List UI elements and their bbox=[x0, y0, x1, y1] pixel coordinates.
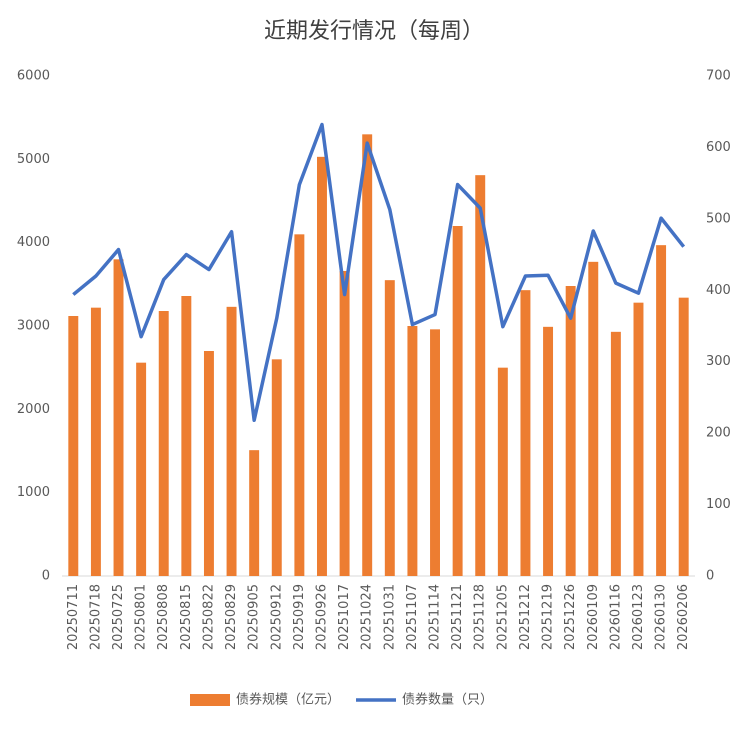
x-tick-label: 20250808 bbox=[156, 584, 171, 650]
y2-tick-label: 700 bbox=[706, 69, 731, 84]
bar bbox=[565, 286, 576, 576]
x-tick-label: 20250801 bbox=[134, 584, 149, 650]
x-tick-label: 20251219 bbox=[541, 584, 556, 650]
bar bbox=[452, 226, 463, 576]
x-tick-label: 20251212 bbox=[518, 584, 533, 650]
x-tick-label: 20260116 bbox=[608, 584, 623, 650]
x-tick-label: 20250912 bbox=[269, 584, 284, 650]
bar bbox=[407, 326, 418, 576]
y-tick-label: 5000 bbox=[17, 152, 50, 167]
bar bbox=[475, 175, 486, 576]
y-tick-label: 2000 bbox=[17, 402, 50, 417]
x-tick-label: 20260206 bbox=[676, 584, 691, 650]
bar bbox=[633, 302, 644, 576]
bar bbox=[181, 296, 192, 576]
x-tick-label: 20251024 bbox=[360, 584, 375, 650]
x-tick-label: 20251128 bbox=[473, 584, 488, 650]
y2-tick-label: 300 bbox=[706, 354, 731, 369]
x-tick-label: 20251226 bbox=[563, 584, 578, 650]
y2-tick-label: 600 bbox=[706, 140, 731, 155]
y-tick-label: 1000 bbox=[17, 485, 50, 500]
x-tick-label: 20250711 bbox=[66, 584, 81, 650]
bar bbox=[249, 450, 260, 576]
legend-label: 债券数量（只） bbox=[402, 692, 493, 708]
x-tick-label: 20250919 bbox=[292, 584, 307, 650]
y2-tick-label: 500 bbox=[706, 211, 731, 226]
bar bbox=[271, 359, 282, 576]
bar bbox=[136, 362, 147, 576]
y2-tick-label: 200 bbox=[706, 426, 731, 441]
x-tick-label: 20250926 bbox=[314, 584, 329, 650]
bar bbox=[588, 261, 599, 576]
bar bbox=[226, 306, 237, 576]
x-tick-label: 20251114 bbox=[428, 584, 443, 650]
x-tick-label: 20250829 bbox=[224, 584, 239, 650]
bar bbox=[317, 156, 327, 577]
bar bbox=[158, 311, 169, 576]
y2-tick-label: 400 bbox=[706, 283, 731, 298]
bar bbox=[656, 245, 667, 576]
legend-swatch bbox=[190, 694, 230, 706]
x-tick-label: 20260109 bbox=[586, 584, 601, 650]
bar bbox=[610, 331, 621, 576]
bar bbox=[497, 367, 508, 576]
bar bbox=[543, 326, 554, 576]
bar bbox=[294, 234, 305, 577]
y-tick-label: 3000 bbox=[17, 319, 50, 334]
x-tick-label: 20251107 bbox=[405, 584, 420, 650]
x-tick-label: 20250822 bbox=[201, 584, 216, 650]
x-tick-label: 20260123 bbox=[631, 584, 646, 650]
chart-title: 近期发行情况（每周） bbox=[264, 19, 484, 44]
bar bbox=[520, 290, 531, 576]
x-tick-label: 20260130 bbox=[654, 584, 669, 650]
bar bbox=[678, 297, 689, 576]
y-tick-label: 0 bbox=[42, 569, 50, 584]
bar bbox=[90, 307, 101, 576]
x-tick-label: 20251205 bbox=[495, 584, 510, 650]
y2-tick-label: 0 bbox=[706, 569, 714, 584]
x-tick-label: 20251031 bbox=[382, 584, 397, 650]
legend-label: 债券规模（亿元） bbox=[236, 692, 340, 708]
x-tick-label: 20250718 bbox=[88, 584, 103, 650]
bar bbox=[339, 271, 350, 576]
line bbox=[72, 122, 686, 423]
x-tick-label: 20250905 bbox=[247, 584, 262, 650]
x-tick-label: 20250815 bbox=[179, 584, 194, 650]
y-tick-label: 4000 bbox=[17, 235, 50, 250]
y2-tick-label: 100 bbox=[706, 497, 731, 512]
bar bbox=[362, 134, 373, 577]
bar bbox=[430, 329, 440, 576]
x-tick-label: 20251017 bbox=[337, 584, 352, 650]
bar bbox=[203, 351, 214, 576]
bar bbox=[384, 280, 395, 576]
bar bbox=[68, 316, 79, 576]
y-tick-label: 6000 bbox=[17, 69, 50, 84]
x-tick-label: 20250725 bbox=[111, 584, 126, 650]
bar bbox=[113, 259, 124, 576]
x-tick-label: 20251121 bbox=[450, 584, 465, 650]
